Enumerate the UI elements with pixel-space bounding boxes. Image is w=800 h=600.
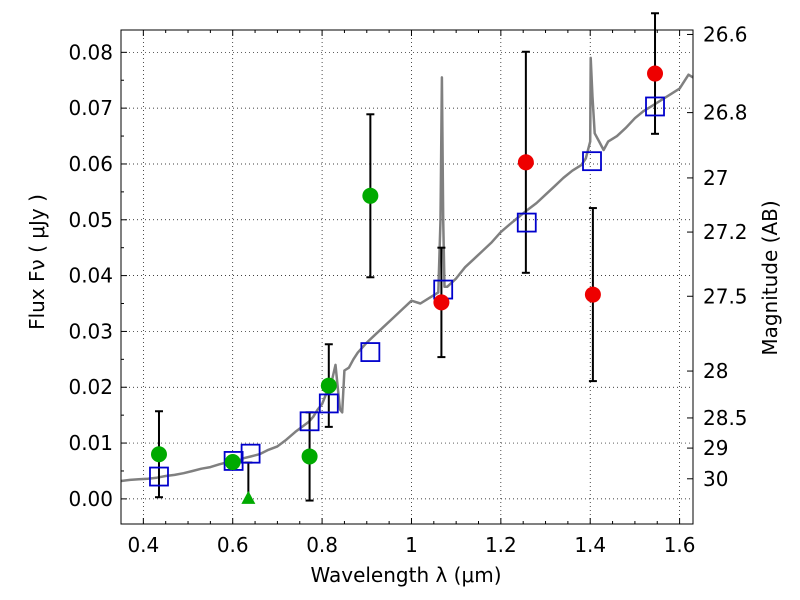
sed-template	[120, 56, 694, 483]
axis-ticks: 0.4 0.6 0.8 1 1.2 1.4 1.6 0.00 0.01 0.02 0.03 0.04 0…	[68, 22, 747, 557]
y-tick-label: 0.07	[68, 96, 113, 120]
y2-tick-label: 26.8	[703, 101, 748, 125]
grid	[121, 30, 693, 524]
y-tick-label: 0.08	[68, 40, 113, 64]
model-flux-square	[299, 411, 320, 432]
y2-tick-label: 27.2	[703, 220, 748, 244]
green-data-point	[301, 448, 318, 465]
green-data-point	[224, 454, 241, 471]
data-marks	[149, 12, 665, 504]
green-data-point	[362, 187, 379, 204]
y-tick-label: 0.03	[68, 319, 113, 343]
y-tick-label: 0.06	[68, 152, 113, 176]
model-flux-square	[360, 342, 381, 362]
y2-tick-label: 26.6	[703, 22, 748, 46]
x-tick-label: 1.2	[485, 533, 517, 557]
red-data-point	[584, 286, 601, 303]
y2-tick-label: 28	[703, 359, 728, 383]
y-axis-label: Flux Fν ( μJy )	[25, 194, 49, 330]
model-flux-square	[645, 96, 665, 117]
x-tick-label: 1	[405, 533, 418, 557]
red-data-point	[517, 154, 534, 171]
y2-tick-label: 27	[703, 166, 728, 190]
y2-axis-label: Magnitude (AB)	[758, 200, 782, 355]
upper-limit-triangle	[241, 490, 256, 504]
x-axis-label: Wavelength λ (μm)	[310, 563, 501, 587]
y-tick-label: 0.01	[68, 431, 113, 455]
model-flux-square	[516, 212, 537, 233]
plot-frame	[120, 29, 694, 525]
x-tick-label: 0.4	[127, 533, 159, 557]
green-data-point	[150, 446, 167, 463]
x-tick-label: 1.4	[574, 533, 606, 557]
y-tick-label: 0.02	[68, 375, 113, 399]
y2-tick-label: 27.5	[703, 284, 748, 308]
y-tick-label: 0.04	[68, 264, 113, 288]
x-tick-label: 0.8	[306, 533, 338, 557]
red-data-point	[433, 294, 450, 311]
model-flux-square	[318, 393, 339, 414]
y2-tick-label: 30	[703, 467, 728, 491]
y-tick-label: 0.00	[68, 487, 113, 511]
y-tick-label: 0.05	[68, 208, 113, 232]
x-tick-label: 1.6	[664, 533, 696, 557]
x-tick-label: 0.6	[217, 533, 249, 557]
red-data-point	[647, 65, 664, 82]
sed-template-line	[120, 56, 694, 483]
green-data-point	[320, 377, 337, 394]
y2-tick-label: 28.5	[703, 406, 748, 430]
y2-tick-label: 29	[703, 436, 728, 460]
model-flux-square	[240, 443, 261, 464]
model-flux-square	[582, 151, 602, 172]
model-flux-square	[149, 466, 169, 487]
